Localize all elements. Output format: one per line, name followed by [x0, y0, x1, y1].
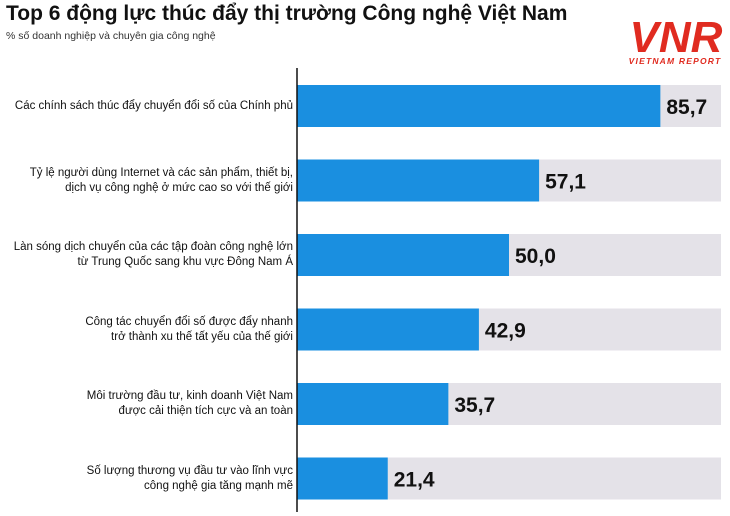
- category-label-line: được cải thiện tích cực và an toàn: [118, 405, 293, 417]
- category-label-3: Làn sóng dịch chuyển của các tập đoàn cô…: [0, 240, 293, 270]
- category-label-line: từ Trung Quốc sang khu vực Đông Nam Á: [77, 256, 293, 268]
- value-label-3: 50,0: [515, 245, 556, 268]
- chart-title: Top 6 động lực thúc đẩy thị trường Công …: [6, 2, 568, 25]
- bar-1: [297, 85, 661, 127]
- category-label-6: Số lượng thương vụ đầu tư vào lĩnh vực cô…: [0, 464, 293, 494]
- vnr-logo-tagline: VIETNAM REPORT: [628, 56, 722, 66]
- category-label-line: trở thành xu thế tất yếu của thế giới: [111, 330, 293, 343]
- category-label-2: Tỷ lệ người dùng Internet và các sản phẩ…: [0, 166, 293, 196]
- category-label-line: công nghệ gia tăng mạnh mẽ: [144, 479, 293, 492]
- value-label-1: 85,7: [666, 96, 707, 119]
- chart-subtitle: % số doanh nghiệp và chuyên gia công ngh…: [6, 30, 216, 42]
- category-label-line: Công tác chuyển đổi số được đẩy nhanh: [85, 315, 293, 328]
- category-label-line: Các chính sách thúc đẩy chuyển đổi số củ…: [14, 99, 293, 112]
- bar-5: [297, 383, 449, 425]
- bar-3: [297, 234, 509, 276]
- value-label-5: 35,7: [454, 394, 495, 417]
- category-label-1: Các chính sách thúc đẩy chuyển đổi số củ…: [0, 99, 293, 114]
- category-label-line: dịch vụ công nghệ ở mức cao so với thế g…: [65, 181, 293, 194]
- category-label-line: Làn sóng dịch chuyển của các tập đoàn cô…: [13, 241, 293, 253]
- value-label-2: 57,1: [545, 171, 586, 194]
- bar-2: [297, 159, 540, 202]
- vnr-logo-mark: VNR: [630, 13, 723, 62]
- value-label-6: 21,4: [394, 469, 435, 492]
- category-label-5: Môi trường đầu tư, kinh doanh Việt Nam đư…: [0, 389, 293, 419]
- category-label-line: Tỷ lệ người dùng Internet và các sản phẩ…: [29, 166, 293, 179]
- bar-6: [297, 457, 388, 500]
- category-label-4: Công tác chuyển đổi số được đẩy nhanh trở…: [0, 315, 293, 345]
- category-label-line: Môi trường đầu tư, kinh doanh Việt Nam: [86, 390, 293, 402]
- category-label-line: Số lượng thương vụ đầu tư vào lĩnh vực: [86, 464, 293, 477]
- bar-4: [297, 308, 479, 351]
- value-label-4: 42,9: [485, 320, 526, 343]
- vnr-logo: VNR: [630, 13, 723, 62]
